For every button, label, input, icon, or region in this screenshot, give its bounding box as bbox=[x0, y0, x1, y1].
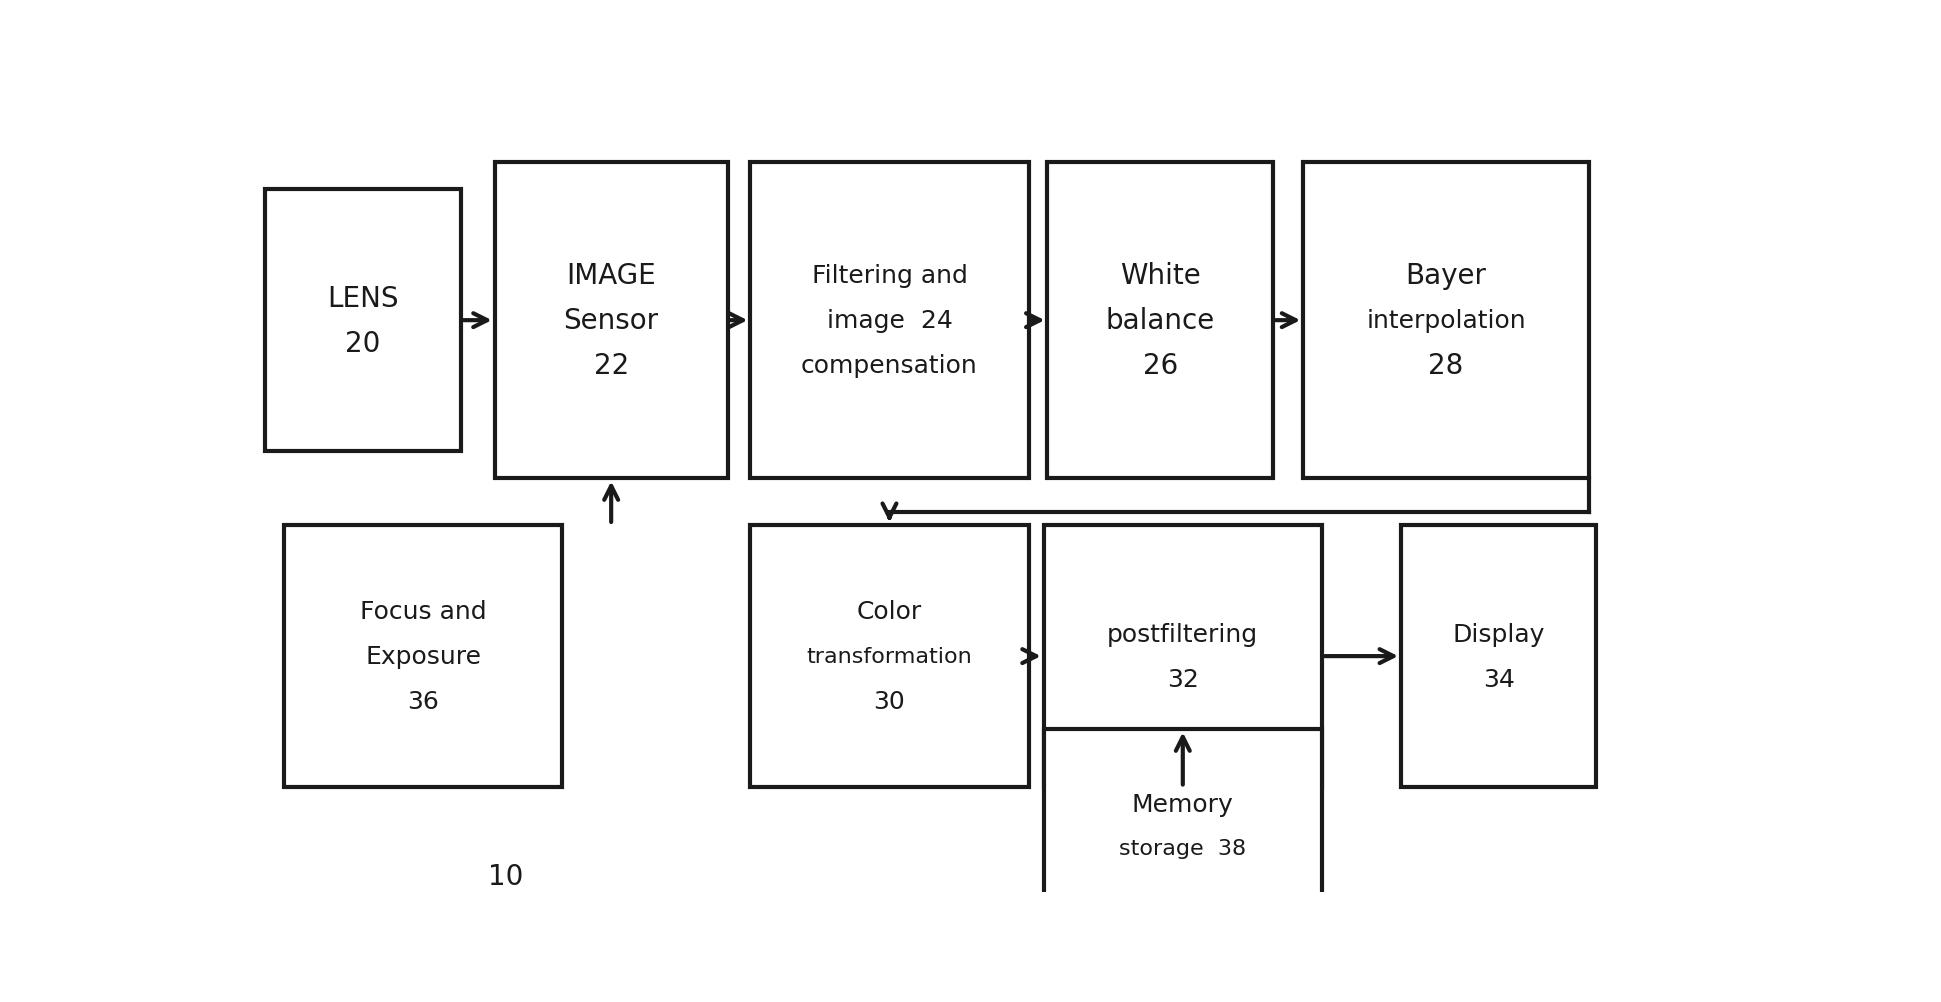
Text: compensation: compensation bbox=[802, 354, 978, 378]
Text: storage  38: storage 38 bbox=[1120, 839, 1246, 859]
Text: LENS: LENS bbox=[328, 285, 398, 313]
Text: Display: Display bbox=[1452, 622, 1545, 646]
FancyBboxPatch shape bbox=[1044, 729, 1322, 923]
Text: 28: 28 bbox=[1429, 352, 1464, 380]
FancyBboxPatch shape bbox=[751, 525, 1029, 788]
Text: balance: balance bbox=[1106, 307, 1215, 335]
Text: interpolation: interpolation bbox=[1366, 309, 1526, 333]
Text: White: White bbox=[1120, 263, 1201, 290]
FancyBboxPatch shape bbox=[1048, 162, 1273, 479]
FancyBboxPatch shape bbox=[266, 189, 460, 452]
Text: Color: Color bbox=[856, 600, 922, 623]
FancyBboxPatch shape bbox=[283, 525, 563, 788]
FancyBboxPatch shape bbox=[1044, 525, 1322, 788]
Text: 22: 22 bbox=[594, 352, 629, 380]
Text: 30: 30 bbox=[873, 689, 905, 713]
Text: image  24: image 24 bbox=[827, 309, 953, 333]
FancyBboxPatch shape bbox=[1302, 162, 1590, 479]
Text: Exposure: Exposure bbox=[365, 644, 481, 668]
Text: 26: 26 bbox=[1143, 352, 1178, 380]
Text: 20: 20 bbox=[345, 330, 380, 357]
Text: 10: 10 bbox=[489, 863, 524, 891]
Text: 34: 34 bbox=[1483, 667, 1514, 690]
FancyBboxPatch shape bbox=[495, 162, 728, 479]
FancyBboxPatch shape bbox=[1401, 525, 1597, 788]
Text: postfiltering: postfiltering bbox=[1106, 622, 1258, 646]
Text: Sensor: Sensor bbox=[563, 307, 658, 335]
Text: Focus and: Focus and bbox=[359, 600, 487, 623]
Text: Filtering and: Filtering and bbox=[811, 265, 967, 289]
Text: 32: 32 bbox=[1167, 667, 1200, 690]
Text: IMAGE: IMAGE bbox=[567, 263, 656, 290]
Text: Bayer: Bayer bbox=[1405, 263, 1487, 290]
Text: transformation: transformation bbox=[807, 646, 972, 666]
Text: Memory: Memory bbox=[1132, 792, 1234, 816]
Text: 36: 36 bbox=[408, 689, 439, 713]
FancyBboxPatch shape bbox=[751, 162, 1029, 479]
